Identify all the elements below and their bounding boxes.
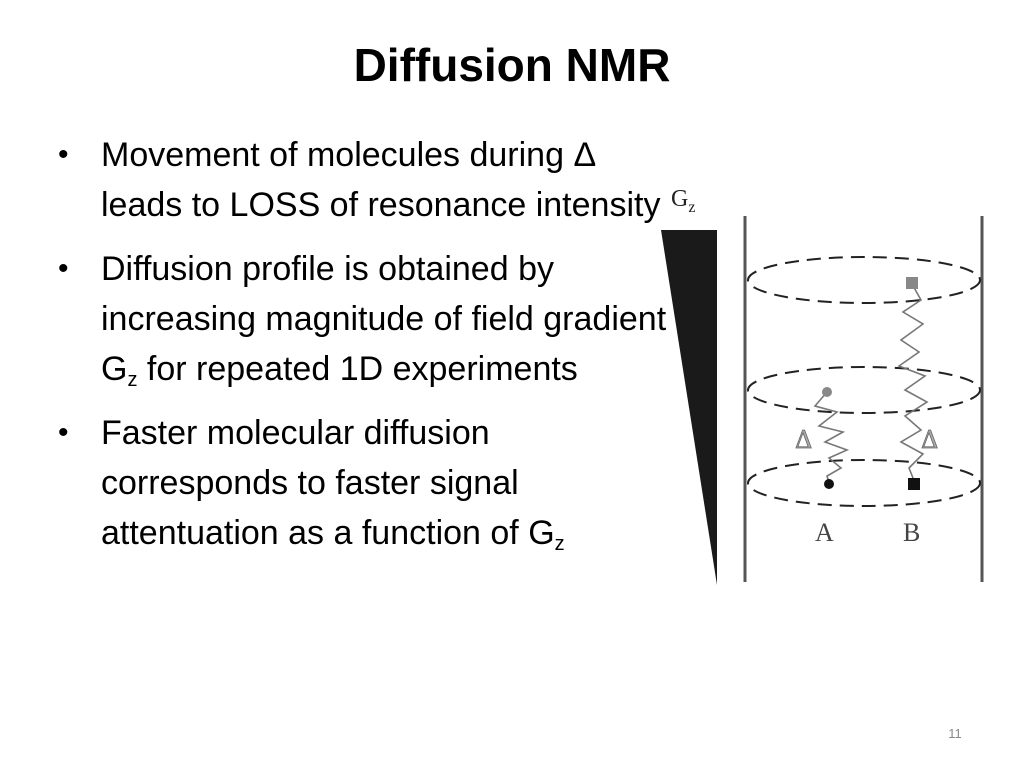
gradient-label-main: G <box>671 186 688 212</box>
diffusion-diagram: Gz Δ Δ A B <box>661 186 984 585</box>
bullet-glyph: • <box>58 138 69 171</box>
bullet-item: • Movement of molecules during Δ leads t… <box>58 130 668 230</box>
page-number: 11 <box>948 726 962 741</box>
bullet-item: • Faster molecular diffusion corresponds… <box>58 408 668 558</box>
bullet-glyph: • <box>58 252 69 285</box>
gradient-label-sub: z <box>688 199 695 216</box>
subscript: z <box>554 533 565 555</box>
gradient-label: Gz <box>671 186 695 216</box>
delta-label-left: Δ <box>795 426 812 454</box>
bullet-text: Movement of molecules during Δ leads to … <box>101 136 661 224</box>
slice-ellipse-bottom <box>747 459 981 507</box>
molecule-a-end-marker <box>824 479 834 489</box>
molecule-b-end-marker <box>908 478 920 490</box>
slice-ellipse-top <box>747 256 981 304</box>
gradient-wedge <box>661 230 717 585</box>
molecule-b-start-marker <box>906 277 918 289</box>
diffusion-path-a <box>813 391 850 484</box>
bullet-glyph: • <box>58 416 69 449</box>
bullet-text: Faster molecular diffusion corresponds t… <box>101 414 555 552</box>
slice-ellipse-middle <box>747 366 981 414</box>
diffusion-path-b <box>897 283 929 484</box>
subscript: z <box>127 369 138 391</box>
bullet-list: • Movement of molecules during Δ leads t… <box>58 130 668 572</box>
molecule-a-label: A <box>815 518 834 547</box>
bullet-text: Diffusion profile is obtained by increas… <box>101 250 667 388</box>
molecule-b-label: B <box>903 518 920 547</box>
bullet-text-continued: for repeated 1D experiments <box>137 350 578 388</box>
molecule-a-start-marker <box>822 387 832 397</box>
delta-label-right: Δ <box>921 426 938 454</box>
slide-title: Diffusion NMR <box>353 39 671 91</box>
bullet-item: • Diffusion profile is obtained by incre… <box>58 244 668 394</box>
